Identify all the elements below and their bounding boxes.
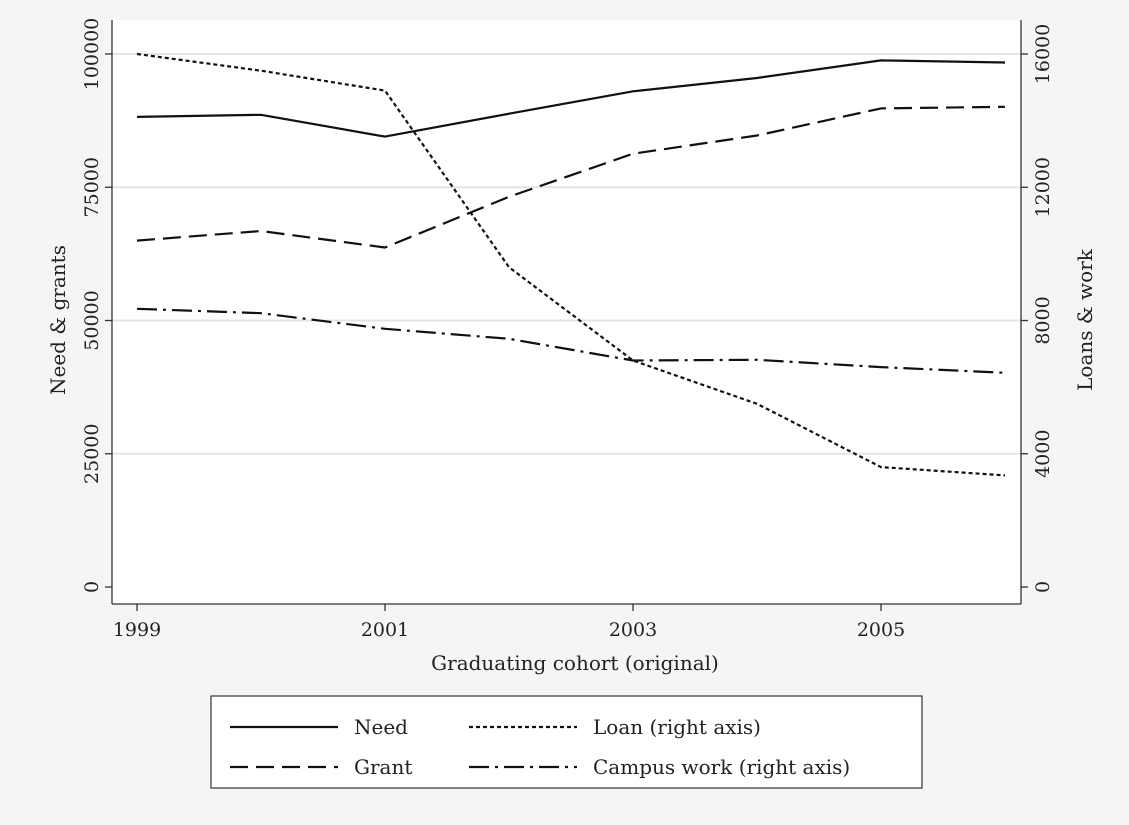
y-tick-label-right: 4000 [1032,430,1054,478]
y-tick-label-left: 75000 [81,157,103,217]
x-tick-label: 2005 [857,619,905,641]
series-line-campus-work-right-axis [136,307,1006,374]
series-line-grant [136,105,1006,249]
y-tick-label-right: 12000 [1032,157,1054,217]
series-line-loan-right-axis [136,52,1006,477]
y-tick-label-right: 8000 [1032,296,1054,344]
x-axis-title: Graduating cohort (original) [431,651,719,675]
y-axis-title-right: Loans & work [1073,248,1097,391]
legend-label: Loan (right axis) [593,715,761,739]
gridlines [112,53,1021,455]
y-tick-label-left: 25000 [81,424,103,484]
y-tick-label-left: 100000 [81,18,103,91]
legend-label: Need [354,715,408,739]
y-axis-title-left: Need & grants [46,245,70,395]
y-tick-label-right: 16000 [1032,24,1054,84]
y-tick-label-right: 0 [1032,581,1054,593]
legend-label: Campus work (right axis) [593,755,850,779]
plot-area [112,20,1021,604]
x-tick-label: 2003 [609,619,657,641]
y-tick-label-left: 0 [81,581,103,593]
series-line-need [136,59,1006,138]
legend-label: Grant [354,755,412,779]
x-tick-label: 2001 [361,619,409,641]
series-lines [136,52,1006,477]
axes: 0 25000 50000 75000 100000 0 4000 8000 12000 1600… [81,18,1054,641]
legend: Need Loan (right axis) Grant Campus work (r… [210,695,923,789]
y-tick-label-left: 50000 [81,290,103,350]
legend-box [210,695,923,789]
x-tick-label: 1999 [113,619,161,641]
